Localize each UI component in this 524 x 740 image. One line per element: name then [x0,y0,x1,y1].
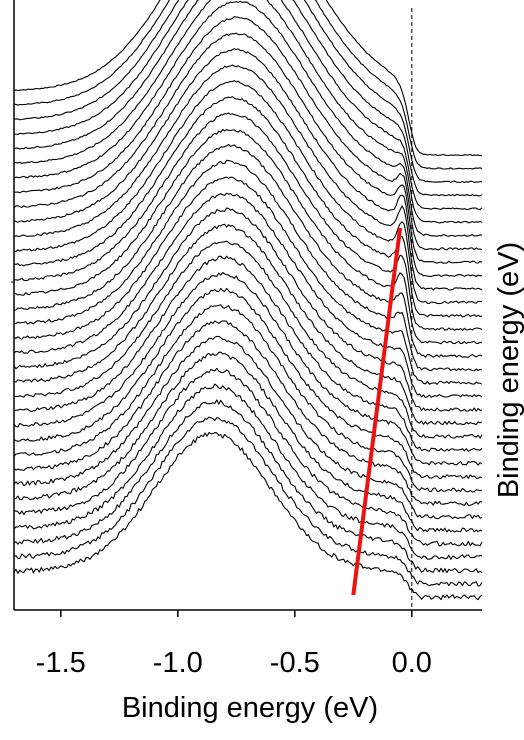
x-tick-label: -0.5 [270,647,320,679]
edc-curve [13,351,483,533]
edc-curve [13,367,483,547]
x-tick-label: -1.0 [153,647,203,679]
edc-curve [13,223,483,426]
x-axis-label: Binding energy (eV) [122,692,378,724]
edc-curves [13,0,483,601]
edc-curve [13,176,483,385]
x-tick-label: 0.0 [392,647,432,679]
edc-curve [13,128,483,345]
edc-curve [13,432,483,601]
edc-curve [13,48,483,278]
edc-curve [13,0,483,237]
dispersion-red-line [351,227,403,596]
edc-curve [13,192,483,399]
edc-curve [13,240,483,439]
right-axis-label: Binding energy (eV) [493,242,524,498]
edc-curve [13,0,483,157]
edc-curve [13,143,483,358]
edc-curve [13,383,483,560]
plot-frame [11,0,482,611]
chart-overlay [351,8,413,610]
x-axis-ticks: -1.5 -1.0 -0.5 0.0 [36,610,432,679]
edc-curve [13,399,483,574]
edc-curve [13,16,483,251]
edc-curve [13,416,483,587]
edc-curve [13,207,483,412]
x-tick-label: -1.5 [36,647,86,679]
edc-curve [13,0,483,170]
edc-curve [13,0,483,210]
edc-curve [13,0,483,197]
edc-curve [13,112,483,331]
edc-curve [13,335,483,520]
edc-curve [13,64,483,291]
edc-curve [13,320,483,506]
edc-curve [13,96,483,318]
edc-curve [13,32,483,264]
edc-curve [13,80,483,305]
edc-curve [13,0,483,224]
edc-curve [13,159,483,372]
edc-curve [13,0,483,184]
edc-curve [13,271,483,466]
edc-curve [13,287,483,479]
edc-curve [14,255,483,452]
edc-curve [13,304,483,493]
